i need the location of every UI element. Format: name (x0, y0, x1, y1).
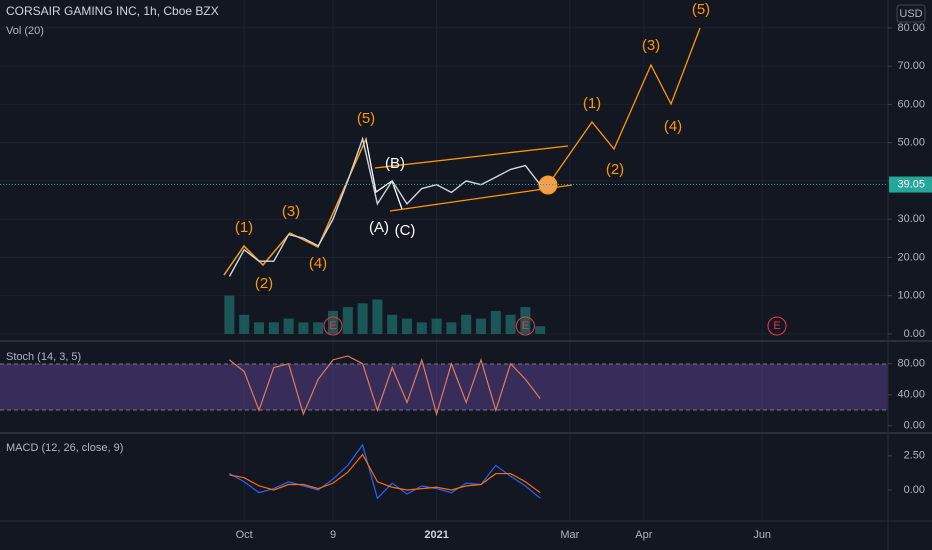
volume-bar (283, 318, 294, 334)
y-tick-label: 0.00 (904, 420, 925, 432)
volume-bar (328, 310, 338, 334)
event-label: E (329, 320, 336, 332)
signal-line (229, 453, 541, 494)
indicator-line (229, 443, 541, 500)
volume-bar (224, 295, 235, 334)
y-tick-label: 70.00 (897, 60, 925, 72)
wave-label: (4) (664, 118, 682, 135)
last-price-label: 39.05 (897, 178, 925, 190)
volume-bar (416, 322, 427, 334)
wave-label: (2) (255, 275, 273, 292)
x-tick-label: 9 (330, 529, 336, 541)
y-tick-label: 20.00 (897, 251, 925, 263)
x-tick-label: Mar (560, 529, 579, 541)
target-marker (538, 175, 558, 195)
elliott-drawing (223, 27, 701, 276)
volume-bar (387, 314, 398, 334)
wave-label: (A) (369, 219, 389, 236)
volume-bar (461, 314, 472, 334)
x-tick-label: Oct (236, 529, 253, 541)
y-tick-label: 0.00 (904, 484, 925, 496)
event-label: E (773, 320, 780, 332)
event-marker (323, 316, 343, 336)
channel-upper (374, 145, 569, 169)
volume-bar (372, 299, 383, 334)
volume-bar (402, 318, 412, 334)
y-tick-label: 2.50 (904, 450, 925, 462)
macd-title: MACD (12, 26, close, 9) (6, 442, 123, 454)
last-price-box (889, 176, 932, 193)
volume-bar (520, 307, 531, 334)
volume-bar (535, 326, 546, 334)
currency-box[interactable] (896, 4, 926, 23)
wave-label: (1) (583, 95, 601, 112)
x-tick-label: Apr (635, 529, 652, 541)
volume-bar (239, 314, 250, 334)
y-tick-label: 10.00 (897, 290, 925, 302)
x-tick-label: Jun (753, 529, 771, 541)
volume-title: Vol (20) (6, 25, 44, 37)
wave-label: (2) (606, 161, 624, 178)
stoch-title: Stoch (14, 3, 5) (6, 351, 81, 363)
volume-bar (342, 307, 353, 334)
volume-bar (505, 314, 516, 334)
volume-bar (431, 318, 442, 334)
currency[interactable]: USD (899, 8, 922, 20)
wave-label: (4) (309, 255, 327, 272)
y-tick-label: 50.00 (897, 137, 925, 149)
chart-title: CORSAIR GAMING INC, 1h, Cboe BZX (6, 4, 219, 18)
volume-bar (476, 318, 486, 334)
volume-bar (313, 322, 324, 334)
marks (224, 136, 546, 500)
volume-bar (254, 322, 264, 334)
y-tick-label: 80.00 (897, 22, 925, 34)
wave-label: (3) (642, 37, 660, 54)
y-tick-label: 0.00 (904, 328, 925, 340)
event-marker (767, 316, 787, 336)
price-line (228, 136, 541, 277)
wave-label: (5) (357, 110, 375, 127)
volume-bar (490, 310, 501, 334)
event-label: E (522, 320, 529, 332)
impulse-path (223, 138, 367, 276)
projection (547, 27, 701, 186)
volume-bar (268, 322, 279, 334)
wave-label: (C) (395, 222, 416, 239)
indicator-line (229, 355, 541, 417)
wave-label: (3) (282, 203, 300, 220)
wave-label: (1) (235, 219, 253, 236)
wave-label: (B) (385, 155, 405, 172)
y-tick-label: 60.00 (897, 98, 925, 110)
volume-bar (357, 303, 368, 334)
y-tick-label: 80.00 (897, 358, 925, 370)
y-tick-label: 40.00 (897, 389, 925, 401)
volume-bar (446, 322, 457, 334)
wave-label: (5) (692, 1, 710, 18)
x-tick-label: 2021 (424, 529, 448, 541)
event-marker (515, 316, 535, 336)
volume-bar (298, 322, 309, 334)
y-tick-label: 30.00 (897, 213, 925, 225)
